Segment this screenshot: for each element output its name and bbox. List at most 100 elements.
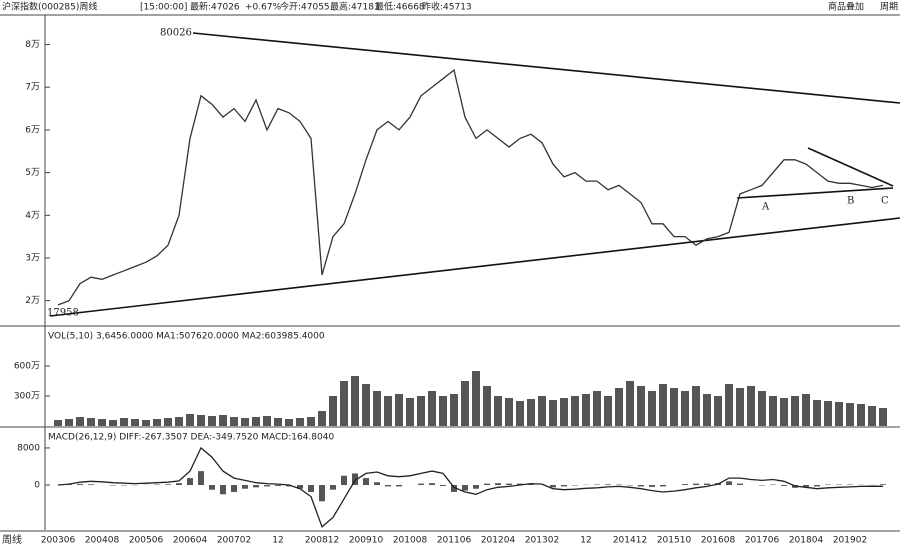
macd-bar	[352, 473, 358, 486]
trend-line	[49, 217, 900, 317]
volume-bar	[285, 419, 293, 426]
volume-bar	[747, 386, 755, 426]
volume-bar	[703, 394, 711, 426]
annotation: A	[761, 202, 770, 213]
volume-bar	[780, 398, 788, 426]
macd-bar	[561, 485, 567, 487]
x-tick-label: 201008	[393, 536, 428, 546]
volume-bar	[527, 399, 535, 426]
volume-bar	[758, 391, 766, 426]
macd-bar	[385, 485, 391, 487]
volume-bar	[802, 394, 810, 426]
volume-bar	[175, 417, 183, 426]
volume-bar	[131, 419, 139, 426]
macd-bar	[275, 485, 281, 486]
trend-line	[736, 187, 894, 199]
y-tick-label: 300万	[14, 392, 40, 402]
macd-bar	[649, 485, 655, 487]
macd-bar	[308, 485, 314, 492]
macd-bar	[341, 475, 347, 486]
macd-bar	[429, 483, 435, 486]
annotation: B	[847, 196, 854, 207]
macd-bar	[374, 482, 380, 486]
volume-bar	[648, 391, 656, 426]
volume-bar	[714, 396, 722, 426]
macd-bar	[737, 483, 743, 486]
y-tick-label: 4万	[25, 211, 40, 221]
volume-bar	[142, 420, 150, 426]
x-tick-label: 201204	[481, 536, 516, 546]
volume-bar	[362, 384, 370, 426]
y-tick-label: 0	[34, 481, 40, 491]
x-tick-label: 12	[580, 536, 591, 546]
volume-bar	[868, 406, 876, 426]
volume-bar	[560, 398, 568, 426]
volume-bar	[395, 394, 403, 426]
volume-bar	[208, 416, 216, 426]
volume-bar	[670, 388, 678, 426]
period-button[interactable]: 周期	[880, 2, 898, 13]
macd-bar	[605, 484, 611, 486]
macd-bar	[242, 485, 248, 489]
volume-bar	[637, 386, 645, 426]
macd-bar	[187, 478, 193, 486]
overlay-button[interactable]: 商品叠加	[828, 1, 864, 13]
volume-bar	[549, 400, 557, 426]
macd-bar	[528, 484, 534, 486]
macd-bar	[319, 485, 325, 502]
volume-bar	[725, 384, 733, 426]
volume-bar	[846, 403, 854, 426]
macd-bar	[814, 485, 820, 487]
volume-bar	[87, 418, 95, 426]
volume-bar	[461, 381, 469, 426]
macd-bar	[418, 483, 424, 486]
volume-bar	[494, 396, 502, 426]
macd-bar	[726, 481, 732, 486]
macd-bar	[440, 485, 446, 486]
macd-bar	[473, 485, 479, 489]
volume-bar	[593, 391, 601, 426]
x-tick-label: 201412	[613, 536, 647, 546]
volume-bar	[329, 396, 337, 426]
security-name: 沪深指数(000285)周线	[2, 1, 97, 13]
volume-bar	[219, 415, 227, 426]
macd-bar	[506, 483, 512, 486]
volume-bar	[230, 417, 238, 426]
volume-bar	[263, 416, 271, 426]
macd-bar	[165, 484, 171, 486]
volume-bar	[307, 417, 315, 426]
y-tick-label: 2万	[25, 296, 40, 306]
volume-bar	[516, 401, 524, 426]
x-tick-label: 200506	[129, 536, 164, 546]
x-tick-label: 201608	[701, 536, 736, 546]
volume-bar	[120, 418, 128, 426]
quote-time: [15:00:00]	[140, 3, 187, 13]
price-line	[57, 68, 884, 306]
volume-bar	[472, 371, 480, 426]
diff-line	[57, 446, 884, 528]
annotation: 17958	[47, 308, 79, 319]
x-tick-label: 201706	[745, 536, 780, 546]
trend-line	[192, 32, 900, 104]
macd-bar	[704, 483, 710, 486]
volume-bar	[340, 381, 348, 426]
volume-bar	[879, 408, 887, 426]
volume-bar	[582, 394, 590, 426]
volume-bar	[736, 388, 744, 426]
x-tick-label: 200306	[41, 536, 76, 546]
volume-bar	[252, 417, 260, 426]
prev-close: 昨收:45713	[422, 1, 472, 13]
macd-bar	[88, 484, 94, 486]
macd-bar	[451, 485, 457, 492]
macd-bar	[462, 485, 468, 491]
volume-bar	[571, 396, 579, 426]
macd-bar	[77, 484, 83, 486]
macd-bar	[220, 485, 226, 495]
annotation: 80026	[160, 28, 192, 39]
trend-line	[807, 147, 894, 187]
macd-bar	[803, 485, 809, 487]
macd-bar	[517, 483, 523, 486]
volume-bar	[483, 386, 491, 426]
macd-bar	[253, 485, 259, 488]
x-tick-label: 201302	[525, 536, 559, 546]
